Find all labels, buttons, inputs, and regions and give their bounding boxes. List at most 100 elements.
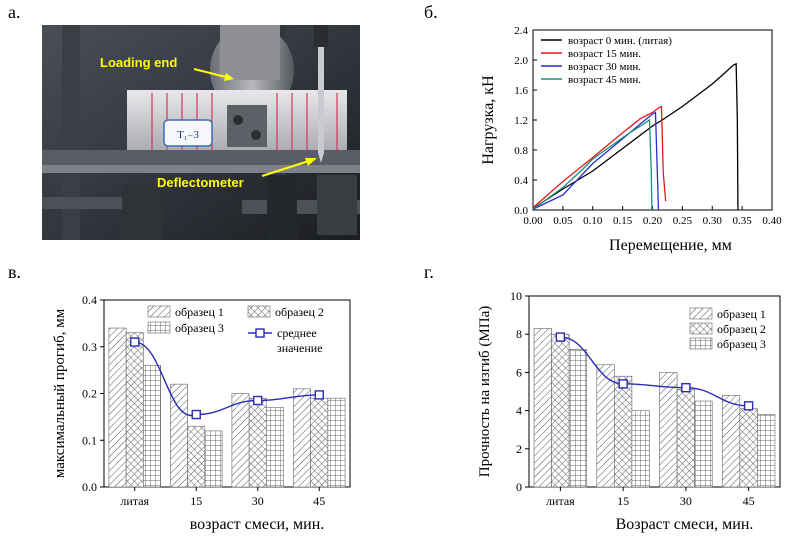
- mean-marker: [618, 379, 628, 389]
- x-tick-label: 0.00: [523, 215, 543, 227]
- max-deflection-chart: литая 15 30 45 0.0 0.1 0.2 0.3 0.4 возраст смеси,…: [52, 293, 351, 533]
- y-tick-label: 2: [516, 442, 522, 456]
- bar-0: [721, 395, 741, 488]
- y-tick-label: 0.8: [514, 145, 528, 157]
- legend-label: образец 3: [717, 337, 766, 351]
- mean-marker: [130, 337, 140, 347]
- x-tick-label: литая: [546, 494, 575, 508]
- series-line-0: [532, 62, 739, 211]
- x-axis-label: Перемещение, мм: [609, 237, 732, 254]
- bar-0: [659, 372, 678, 488]
- x-tick-label: 45: [743, 494, 755, 508]
- loading-end-annotation: Loading end: [100, 55, 177, 70]
- plot-frame: [528, 295, 781, 488]
- mean-curve: [134, 341, 320, 417]
- x-tick-label: 0.30: [703, 215, 723, 227]
- mean-marker: [743, 401, 754, 411]
- x-tick-label: 0.25: [673, 215, 693, 227]
- x-tick-label: 15: [617, 494, 629, 508]
- deflectometer-annotation: Deflectometer: [157, 175, 244, 190]
- x-tick-label: 0.15: [613, 215, 633, 227]
- mean-marker: [555, 332, 566, 342]
- deflectometer-arrow: [261, 159, 313, 177]
- bar-2: [143, 365, 161, 488]
- x-tick-label: 0.20: [643, 215, 663, 227]
- bar-2: [266, 407, 284, 488]
- legend-swatch-1: [247, 305, 271, 318]
- panel-label-b: б.: [424, 2, 438, 22]
- legend-label: возраст 45 мин.: [568, 74, 641, 86]
- legend-label: возраст 15 мин.: [568, 48, 641, 60]
- y-axis-label: Прочность на изгиб (МПа): [477, 306, 493, 477]
- y-tick-label: 2.0: [514, 55, 528, 67]
- y-tick-label: 1.6: [514, 85, 528, 97]
- bar-1: [248, 397, 267, 488]
- bar-2: [568, 349, 588, 488]
- y-tick-label: 0.3: [82, 340, 97, 354]
- legend-mean-marker: [255, 328, 265, 338]
- legend-swatch-2: [147, 321, 171, 334]
- mean-curve: [560, 336, 749, 407]
- test-setup-photo: Т₁₋3 Loading end Deflectometer: [42, 25, 360, 240]
- y-axis-label: Нагрузка, кН: [480, 75, 497, 165]
- y-axis-label: максимальный прогиб, мм: [52, 308, 68, 478]
- bar-1: [614, 375, 633, 488]
- y-tick-label: 2.4: [514, 25, 528, 37]
- y-tick-label: 6: [516, 365, 522, 379]
- test-setup-illustration: Т₁₋3 Loading end Deflectometer: [42, 25, 360, 240]
- y-tick-label: 0.0: [82, 480, 97, 494]
- bar-0: [596, 364, 615, 488]
- loading-end-arrowhead: [224, 73, 234, 81]
- bar-0: [108, 327, 127, 488]
- bar-1: [125, 332, 144, 488]
- y-tick-label: 8: [516, 327, 522, 341]
- y-tick-label: 0.4: [82, 293, 97, 307]
- bar-1: [187, 425, 206, 488]
- y-tick-label: 4: [516, 404, 522, 418]
- x-tick-label: 0.05: [553, 215, 573, 227]
- deflectometer-arrowhead: [305, 158, 317, 166]
- x-tick-label: 0.35: [733, 215, 753, 227]
- y-tick-label: 0.1: [82, 433, 97, 447]
- x-axis-label: возраст смеси, мин.: [190, 516, 325, 533]
- bar-0: [231, 393, 250, 488]
- legend-swatch-0: [689, 307, 713, 320]
- legend-label: образец 3: [175, 321, 224, 335]
- legend-label: образец 2: [275, 305, 324, 319]
- bar-0: [293, 388, 311, 488]
- y-tick-label: 0.0: [514, 205, 528, 217]
- panel-label-a: а.: [8, 2, 21, 22]
- x-tick-label: 30: [680, 494, 692, 508]
- y-tick-label: 0.4: [514, 175, 528, 187]
- legend-label: образец 1: [175, 305, 224, 319]
- bar-1: [739, 408, 758, 488]
- legend-label-mean: среднее значение: [277, 326, 323, 355]
- legend-swatch-2: [689, 337, 713, 350]
- bar-2: [694, 400, 713, 488]
- bar-1: [676, 389, 695, 488]
- panel-label-c: в.: [8, 262, 21, 282]
- bar-2: [631, 410, 650, 488]
- x-tick-label: 30: [252, 494, 264, 508]
- bar-2: [327, 397, 346, 488]
- x-tick-label: литая: [120, 494, 149, 508]
- x-axis-label: Возраст смеси, мин.: [616, 516, 754, 533]
- y-tick-label: 10: [510, 289, 522, 303]
- series-line-1: [532, 105, 667, 209]
- y-tick-label: 0.2: [82, 387, 97, 401]
- loading-end-arrow: [193, 68, 231, 79]
- y-tick-label: 0: [516, 480, 522, 494]
- x-tick-label: 0.10: [583, 215, 603, 227]
- mean-marker: [314, 390, 324, 400]
- legend-swatch-1: [689, 322, 713, 335]
- series-line-3: [532, 118, 653, 211]
- mean-marker: [681, 382, 691, 393]
- flexural-strength-chart: литая 15 30 45 0 2 4 6 8 10 Возраст смеси, мин. Про…: [477, 289, 781, 533]
- legend-label: возраст 30 мин.: [568, 61, 641, 73]
- y-tick-label: 1.2: [514, 115, 528, 127]
- legend-label: возраст 0 мин. (литая): [568, 35, 672, 47]
- bar-1: [551, 333, 570, 488]
- mean-marker: [191, 409, 201, 420]
- mean-marker: [253, 395, 263, 406]
